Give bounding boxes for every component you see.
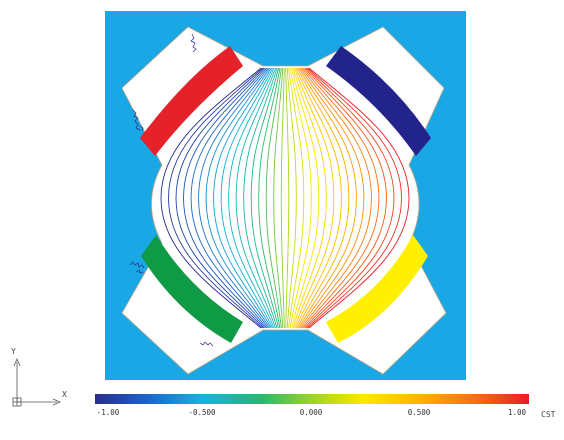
flux-contour-line (298, 67, 357, 329)
flux-contour-line (295, 67, 342, 329)
flux-contour-line (258, 67, 281, 329)
flux-contour-line (307, 67, 402, 329)
flux-contour-line (285, 67, 290, 329)
flux-contour-line (213, 67, 272, 329)
flux-contour-line (175, 67, 265, 329)
flux-contour-line (292, 67, 327, 329)
flux-contour-line (294, 67, 335, 329)
flux-contour-line (280, 67, 285, 329)
flux-contour-line (286, 67, 297, 329)
y-axis-label: Y (11, 347, 16, 356)
flux-contour-line (289, 67, 312, 329)
colorbar-tick-label: -0.500 (188, 408, 216, 417)
flux-contour-line (160, 67, 262, 329)
flux-contour-line (228, 67, 275, 329)
flux-contour-line (288, 67, 305, 329)
flux-contour-line (198, 67, 269, 329)
flux-contour-line (296, 67, 350, 329)
flux-contour-line (302, 67, 380, 329)
flux-contour-line (168, 67, 263, 329)
coil-bottom-left (141, 235, 243, 343)
flux-contour-line (273, 67, 284, 329)
flux-contour-line (299, 67, 365, 329)
flux-contour-line (205, 67, 271, 329)
flux-contour-line (243, 67, 278, 329)
color-bar (95, 394, 529, 404)
flux-contour-line (235, 67, 276, 329)
colorbar-units: CST (541, 410, 556, 419)
coil-bottom-right (326, 235, 428, 343)
flux-contour-line (250, 67, 279, 329)
colorbar-tick-label: 0.500 (407, 408, 431, 417)
colorbar-tick-label: -1.00 (96, 408, 120, 417)
flux-contour-line (265, 67, 282, 329)
mesh-edge-squiggle (132, 33, 197, 132)
x-axis-label: X (62, 390, 67, 399)
flux-contour-line (308, 67, 410, 329)
flux-contour-line (305, 67, 395, 329)
flux-contour-line (183, 67, 266, 329)
coil-top-right (326, 46, 431, 156)
colorbar-tick-label: 1.00 (507, 408, 527, 417)
coil-top-left (140, 46, 243, 156)
flux-contour-line (220, 67, 274, 329)
flux-contours (160, 67, 410, 329)
flux-contour-line (301, 67, 372, 329)
air-region (121, 26, 447, 375)
flux-contour-line (190, 67, 268, 329)
flux-contour-line (304, 67, 387, 329)
mesh-edge-squiggle (129, 261, 214, 347)
flux-contour-line (291, 67, 320, 329)
axis-triad (12, 357, 62, 407)
colorbar-tick-label: 0.000 (299, 408, 323, 417)
